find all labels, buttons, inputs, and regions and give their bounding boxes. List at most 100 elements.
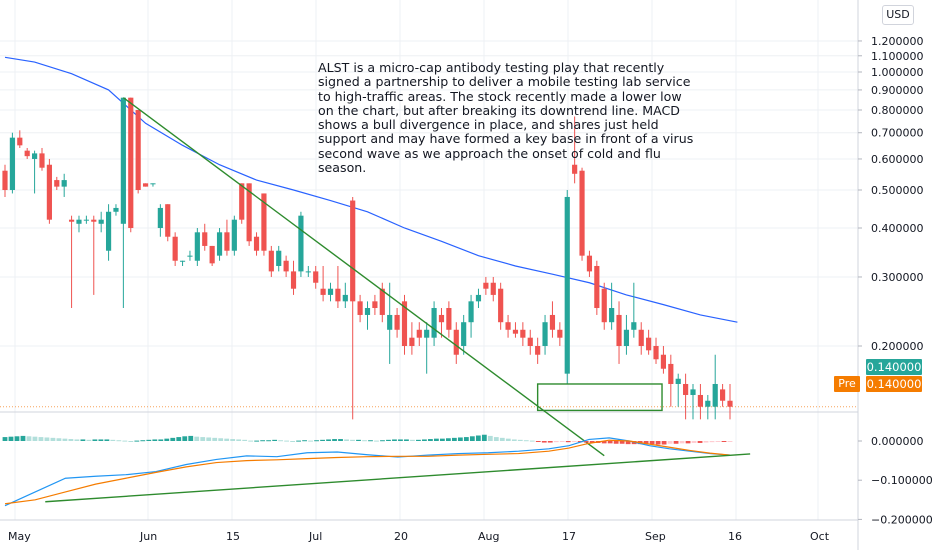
candle-body: [350, 200, 356, 302]
time-tick-label: 15: [226, 530, 240, 543]
macd-histogram-bar: [176, 437, 182, 441]
macd-histogram-bar: [104, 439, 110, 441]
macd-histogram-bar: [559, 441, 565, 442]
candle: [653, 337, 659, 364]
candle: [24, 147, 30, 159]
candle-body: [379, 288, 385, 315]
candle-body: [283, 260, 289, 272]
price-tick-label: 0.300000: [871, 271, 924, 284]
candle-body: [24, 150, 30, 157]
macd-histogram-bar: [224, 438, 230, 441]
candle: [172, 232, 178, 266]
candle-body: [416, 329, 422, 338]
candle: [660, 346, 667, 374]
candle: [194, 227, 200, 266]
macd-histogram-bar: [164, 438, 170, 441]
macd-histogram-bar: [410, 439, 415, 441]
macd-histogram-bar: [368, 440, 373, 442]
macd-histogram-bar: [565, 441, 571, 443]
macd-histogram-bar: [715, 441, 721, 442]
candle-body: [261, 193, 267, 251]
macd-histogram-bar: [667, 441, 673, 444]
candle: [616, 301, 622, 364]
macd-histogram-bar: [320, 439, 325, 441]
candle: [461, 314, 467, 355]
candle-body: [409, 337, 415, 346]
candle: [601, 282, 607, 330]
macd-histogram-bar: [92, 439, 98, 441]
candle-body: [727, 400, 733, 407]
candle-body: [202, 232, 208, 246]
candle-body: [653, 346, 659, 360]
candle-body: [313, 271, 319, 283]
candle: [475, 288, 482, 309]
macd-histogram-bar: [583, 441, 589, 443]
candle-body: [586, 255, 593, 272]
candle-body: [268, 250, 274, 272]
macd-histogram-bar: [691, 441, 697, 443]
time-tick-label: Oct: [810, 530, 830, 543]
macd-histogram-bar: [74, 439, 80, 441]
candle-body: [142, 183, 149, 187]
candle-body: [17, 137, 23, 146]
macd-histogram-bar: [236, 439, 242, 441]
candle: [468, 294, 474, 338]
candle: [120, 97, 126, 309]
candle: [209, 245, 215, 266]
candle: [683, 373, 689, 420]
candle-body: [512, 329, 519, 334]
candle-body: [631, 322, 637, 330]
candle-body: [372, 301, 378, 309]
time-tick-label: 17: [562, 530, 576, 543]
macd-histogram-bar: [440, 438, 445, 441]
candle-body: [239, 183, 245, 220]
candle: [579, 167, 585, 261]
price-tick-label: 0.800000: [871, 104, 924, 117]
candle-body: [446, 308, 452, 330]
macd-histogram-bar: [14, 436, 20, 441]
candle-body: [120, 97, 126, 224]
candle: [512, 322, 519, 338]
candle-body: [165, 204, 171, 237]
candle: [135, 109, 141, 194]
macd-histogram-bar: [457, 437, 463, 441]
pre-market-price-label: 0.140000: [866, 376, 922, 392]
currency-badge[interactable]: USD: [882, 5, 914, 25]
candle-body: [179, 260, 186, 262]
macd-histogram-bar: [56, 438, 62, 441]
candle-body: [542, 322, 548, 346]
candle-body: [128, 97, 134, 228]
candle-body: [623, 329, 630, 346]
candle-body: [557, 329, 563, 338]
candle: [483, 276, 489, 295]
candle: [39, 147, 45, 171]
candle-body: [609, 308, 615, 323]
candle-body: [98, 219, 104, 224]
candle: [505, 314, 511, 338]
macd-histogram-bar: [422, 439, 427, 441]
macd-histogram-bar: [80, 439, 86, 441]
candle-body: [150, 183, 156, 185]
macd-histogram-bar: [571, 441, 577, 442]
macd-histogram-bar: [230, 439, 236, 441]
candle: [113, 204, 119, 216]
macd-histogram-bar: [134, 440, 140, 442]
candle: [157, 204, 163, 237]
candle-body: [39, 153, 45, 168]
candle-body: [668, 363, 674, 384]
candle: [9, 132, 15, 194]
candle: [498, 282, 504, 330]
candle: [253, 232, 260, 256]
macd-histogram-bar: [487, 435, 493, 441]
candle: [705, 394, 711, 420]
candle-body: [438, 314, 445, 323]
price-tick-label: 0.600000: [871, 153, 924, 166]
macd-histogram-bar: [493, 437, 499, 441]
candle: [690, 383, 696, 420]
macd-histogram-bar: [218, 438, 224, 441]
candle: [727, 383, 733, 420]
candle: [631, 282, 637, 338]
macd-histogram-bar: [266, 440, 272, 442]
candle: [246, 183, 252, 246]
